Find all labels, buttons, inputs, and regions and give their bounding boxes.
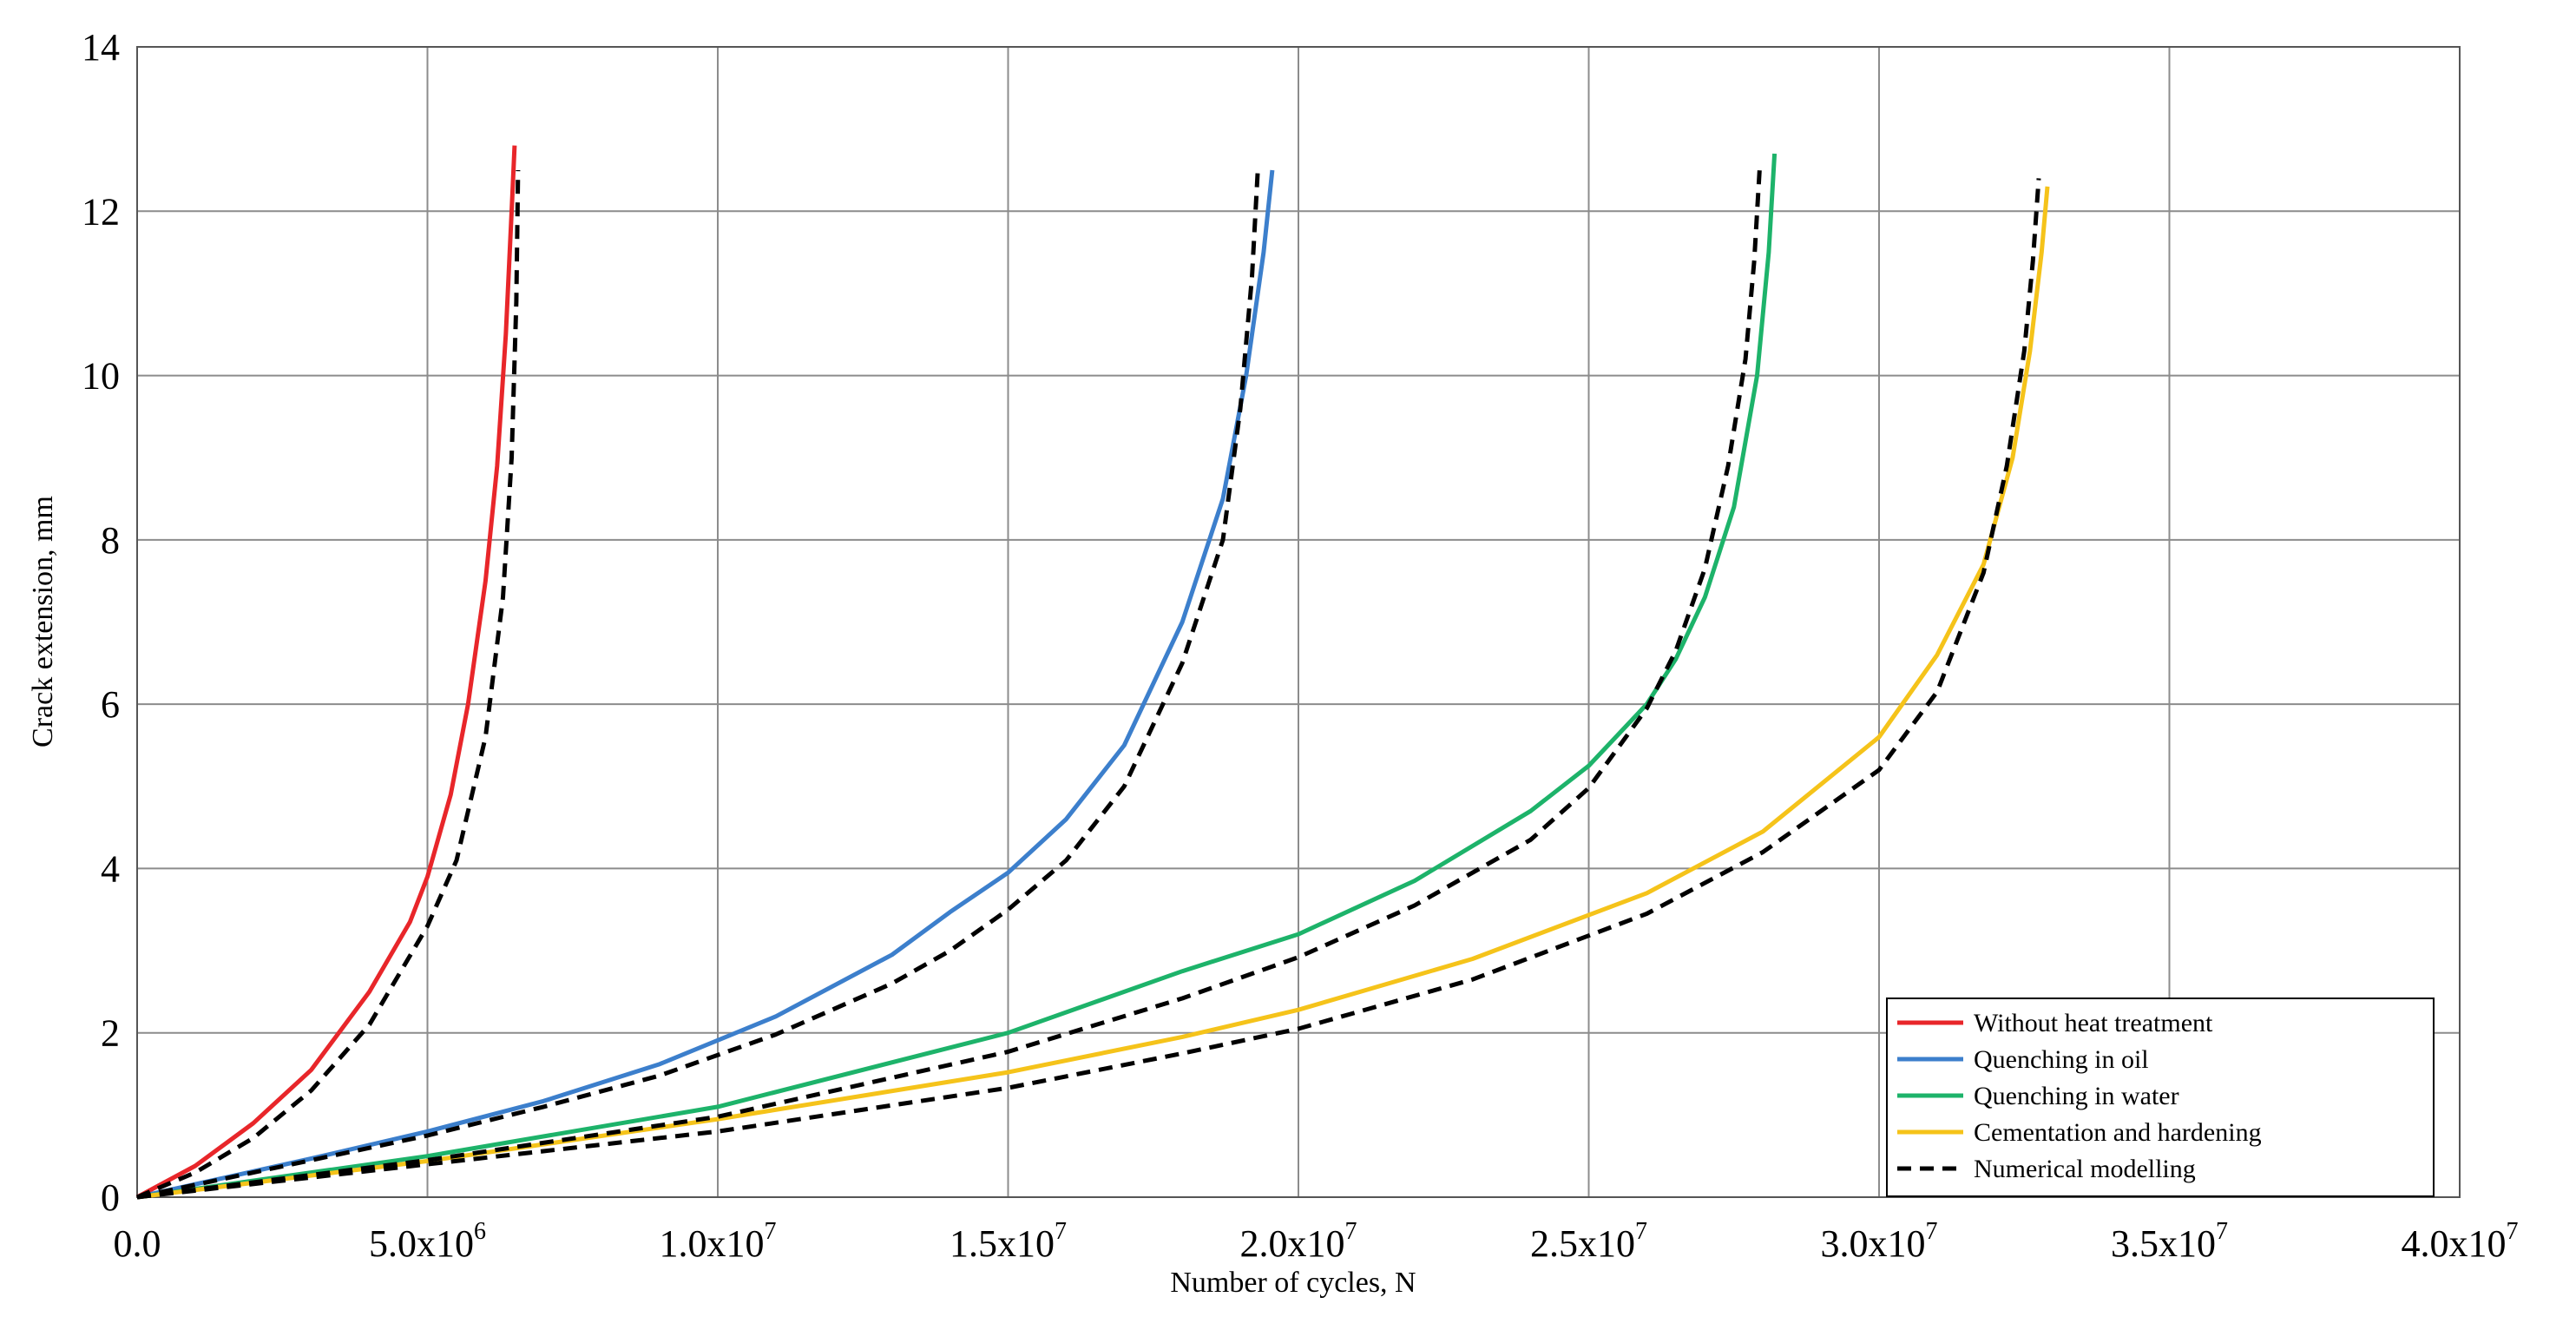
plot-frame	[136, 46, 2461, 1198]
legend-label: Quenching in oil	[1974, 1045, 2149, 1074]
numerical-modelling-line	[136, 178, 2041, 1200]
series-line	[135, 145, 517, 1200]
numerical-modelling-line	[136, 161, 1763, 1200]
y-axis-title: Crack extension, mm	[27, 496, 59, 747]
legend-label: Quenching in water	[1974, 1082, 2179, 1110]
legend: Without heat treatment Quenching in oil Qu…	[1886, 998, 2435, 1197]
y-axis-ticks: 0 2 4 6 8 10 12 14	[82, 26, 120, 1219]
series-line	[136, 186, 2050, 1200]
series-line	[136, 169, 1275, 1200]
y-tick-label: 6	[101, 683, 120, 726]
legend-label: Without heat treatment	[1974, 1009, 2213, 1037]
y-tick-label: 12	[82, 190, 120, 233]
x-axis-ticks: 0.0 5.0x106 1.0x107 1.5x107 2.0x107 2.5x107 3.…	[114, 1218, 2519, 1265]
x-tick-label: 1.5x107	[950, 1218, 1067, 1265]
x-tick-label: 0.0	[114, 1222, 161, 1265]
x-axis-title: Number of cycles, N	[1170, 1267, 1416, 1299]
y-tick-label: 8	[101, 519, 120, 562]
x-tick-label: 3.0x107	[1821, 1218, 1938, 1265]
x-tick-label: 1.0x107	[660, 1218, 777, 1265]
y-tick-label: 2	[101, 1012, 120, 1055]
numerical-modelling-line	[136, 169, 1260, 1200]
x-tick-label: 5.0x106	[369, 1218, 486, 1265]
y-tick-label: 0	[101, 1176, 120, 1219]
x-tick-label: 2.5x107	[1530, 1218, 1647, 1265]
legend-label: Numerical modelling	[1974, 1155, 2196, 1183]
y-tick-label: 14	[82, 26, 120, 69]
series-line	[136, 153, 1778, 1200]
legend-box	[1886, 998, 2435, 1197]
x-tick-label: 3.5x107	[2111, 1218, 2228, 1265]
y-tick-label: 4	[101, 847, 120, 890]
legend-label: Cementation and hardening	[1974, 1118, 2262, 1147]
x-tick-label: 2.0x107	[1240, 1218, 1357, 1265]
y-tick-label: 10	[82, 355, 120, 398]
x-tick-label: 4.0x107	[2402, 1218, 2519, 1265]
numerical-modelling-line	[136, 169, 521, 1200]
series-layer	[135, 145, 2050, 1200]
